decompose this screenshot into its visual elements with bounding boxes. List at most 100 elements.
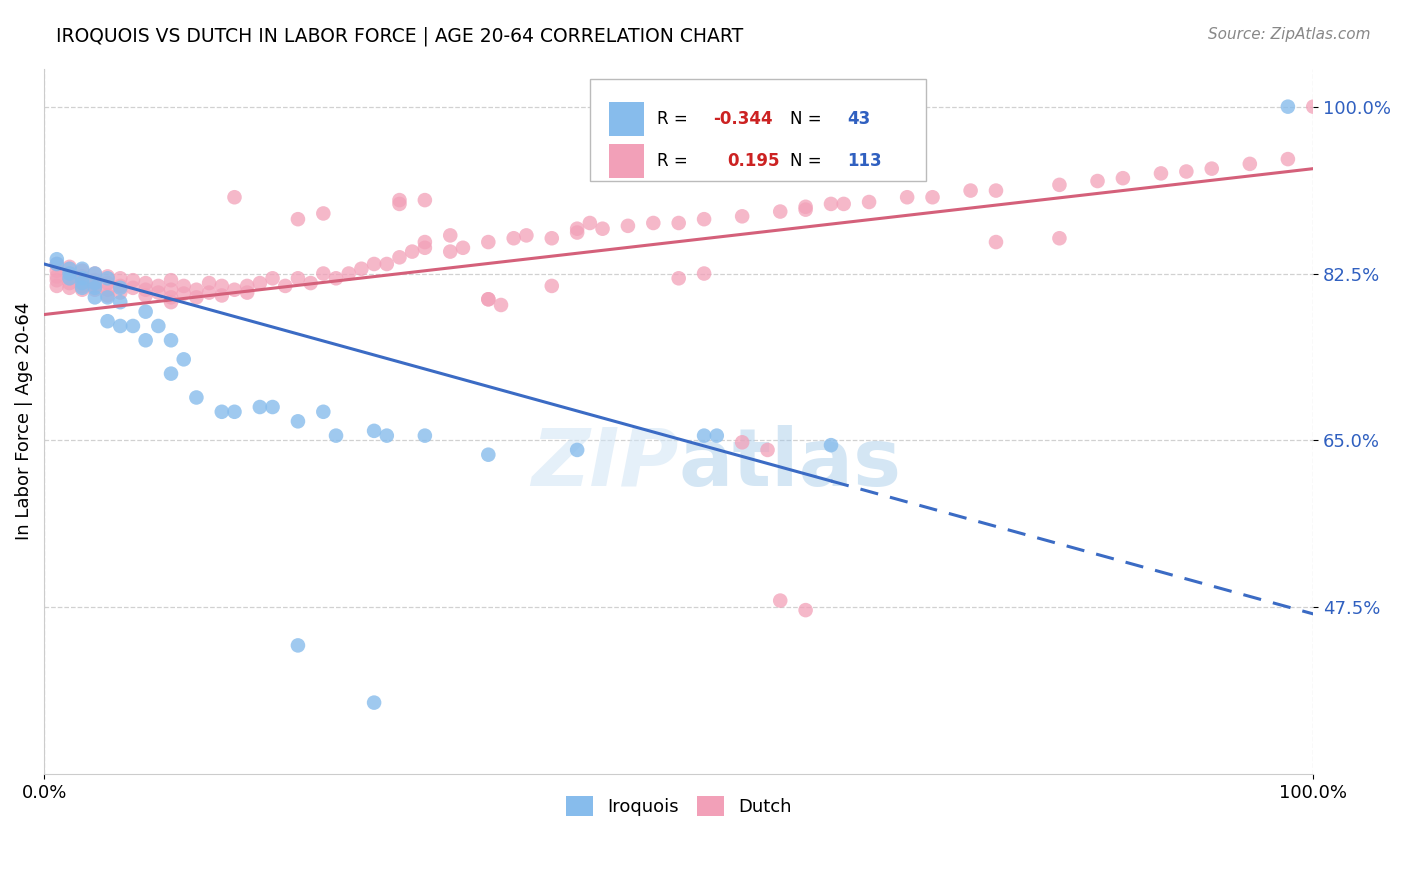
Point (83, 283, 105, 297)
Point (70, 261, 93, 276)
Point (148, 279, 170, 293)
Point (643, 216, 665, 230)
Point (1150, 166, 1173, 180)
Point (1087, 174, 1109, 188)
Point (110, 318, 132, 333)
Point (477, 235, 499, 249)
Point (896, 190, 918, 204)
Point (299, 276, 322, 290)
Point (794, 202, 817, 217)
Point (477, 293, 499, 307)
Point (70, 273, 93, 287)
Point (83, 267, 105, 281)
Point (224, 283, 246, 297)
Point (337, 267, 360, 281)
Point (249, 276, 271, 290)
Point (1049, 231, 1071, 245)
Point (693, 428, 716, 442)
Point (110, 295, 132, 310)
Point (617, 219, 640, 233)
Point (287, 212, 309, 227)
Point (45, 269, 67, 284)
Bar (609, 102, 644, 136)
Point (363, 696, 385, 710)
Point (122, 281, 145, 295)
Point (224, 190, 246, 204)
Point (198, 276, 221, 290)
Text: R =: R = (657, 152, 699, 169)
Point (832, 197, 855, 211)
Point (515, 228, 537, 243)
Point (198, 285, 221, 300)
Point (135, 283, 157, 297)
Point (148, 318, 170, 333)
Point (363, 424, 385, 438)
Point (756, 442, 779, 457)
Point (413, 193, 436, 207)
Point (388, 197, 411, 211)
Point (97, 288, 120, 302)
Point (1201, 161, 1223, 176)
Point (236, 279, 259, 293)
Point (794, 603, 817, 617)
Point (173, 352, 195, 367)
Point (97, 276, 120, 290)
Point (97, 269, 120, 284)
Point (70, 279, 93, 293)
Point (502, 231, 524, 245)
Point (148, 285, 170, 300)
Point (70, 281, 93, 295)
Point (135, 304, 157, 318)
Point (325, 428, 347, 442)
Point (45, 279, 67, 293)
Point (262, 271, 284, 285)
Point (97, 283, 120, 297)
Text: ZIP: ZIP (531, 425, 679, 503)
Point (70, 276, 93, 290)
Point (83, 281, 105, 295)
Point (693, 267, 716, 281)
Point (413, 241, 436, 255)
Point (858, 194, 880, 209)
Point (287, 639, 309, 653)
Point (58, 281, 80, 295)
Text: Source: ZipAtlas.com: Source: ZipAtlas.com (1208, 27, 1371, 42)
Point (186, 283, 208, 297)
Point (70, 263, 93, 277)
Point (984, 184, 1007, 198)
Point (668, 216, 690, 230)
Point (70, 283, 93, 297)
Point (477, 448, 499, 462)
Point (122, 318, 145, 333)
Point (110, 281, 132, 295)
Text: atlas: atlas (679, 425, 901, 503)
Point (565, 442, 588, 457)
Point (58, 260, 80, 274)
Point (135, 333, 157, 347)
Point (959, 184, 981, 198)
Point (83, 290, 105, 304)
Point (413, 235, 436, 249)
Point (110, 279, 132, 293)
Point (58, 271, 80, 285)
Point (363, 257, 385, 271)
Point (160, 290, 183, 304)
Bar (609, 144, 644, 178)
Point (820, 197, 842, 211)
Point (211, 288, 233, 302)
Point (794, 200, 817, 214)
Point (249, 400, 271, 414)
Point (45, 273, 67, 287)
Point (236, 285, 259, 300)
Point (769, 204, 792, 219)
Legend: Iroquois, Dutch: Iroquois, Dutch (557, 787, 801, 825)
Point (110, 285, 132, 300)
Point (489, 298, 512, 312)
Point (820, 438, 842, 452)
Point (1049, 178, 1071, 192)
Point (58, 267, 80, 281)
Point (287, 271, 309, 285)
Point (45, 263, 67, 277)
Point (186, 391, 208, 405)
Point (706, 428, 728, 442)
